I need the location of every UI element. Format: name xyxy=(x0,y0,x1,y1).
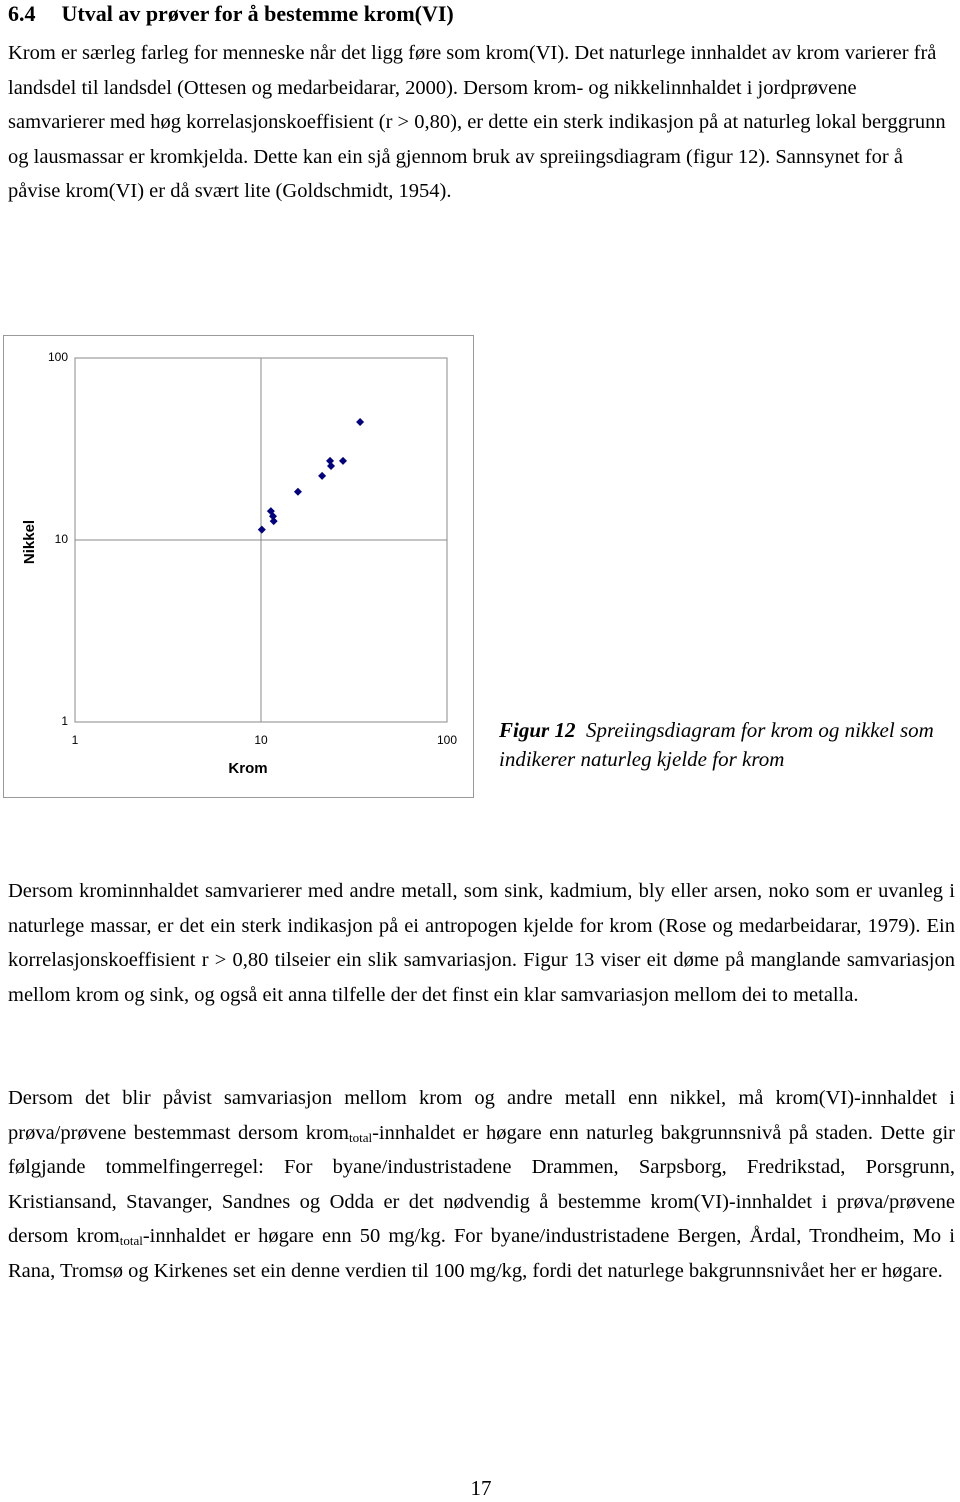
x-tick-label: 1 xyxy=(72,733,79,747)
subscript: total xyxy=(119,1233,143,1249)
data-point xyxy=(327,462,336,471)
chart: Krom Nikkel 1 10 100 1 10 100 xyxy=(3,335,474,798)
data-point xyxy=(293,487,302,496)
text-run: Dersom krominnhaldet samvarierer med and… xyxy=(8,880,955,1006)
text-run: -innhaldet er høgare enn 50 mg/kg. For b… xyxy=(8,1225,955,1282)
text-run: Krom er særleg farleg for menneske når d… xyxy=(8,42,946,203)
x-axis-label: Krom xyxy=(228,760,267,777)
data-point xyxy=(268,512,277,521)
paragraph: Krom er særleg farleg for menneske når d… xyxy=(8,36,955,209)
y-tick-label: 1 xyxy=(61,714,68,728)
caption: Figur 12 Spreiingsdiagram for krom og ni… xyxy=(499,716,939,774)
y-tick-label: 10 xyxy=(55,532,69,546)
chart-frame xyxy=(3,335,474,798)
x-tick-label: 100 xyxy=(437,733,457,747)
caption-label: Figur 12 xyxy=(499,718,576,742)
heading-title: Utval av prøver for å bestemme krom(VI) xyxy=(61,1,454,26)
paragraph: Dersom krominnhaldet samvarierer med and… xyxy=(8,874,955,1012)
data-point xyxy=(356,417,365,426)
heading-number: 6.4 xyxy=(8,1,36,26)
data-point xyxy=(326,456,335,465)
page-number: 17 xyxy=(470,1476,492,1500)
caption-text: Spreiingsdiagram for krom og nikkel som … xyxy=(499,718,934,771)
data-point xyxy=(339,456,348,465)
y-axis-label: Nikkel xyxy=(21,520,38,564)
data-point xyxy=(269,517,278,526)
heading: 6.4 Utval av prøver for å bestemme krom(V… xyxy=(8,1,454,27)
data-point xyxy=(318,471,327,480)
y-tick-label: 100 xyxy=(48,350,68,364)
x-tick-label: 10 xyxy=(254,733,268,747)
paragraph: Dersom det blir påvist samvariasjon mell… xyxy=(8,1081,955,1289)
data-point xyxy=(257,525,266,534)
text-run: Dersom det blir påvist samvariasjon mell… xyxy=(8,1087,955,1144)
data-point xyxy=(266,507,275,516)
text-run: -innhaldet er høgare enn naturleg bakgru… xyxy=(8,1121,955,1248)
subscript: total xyxy=(349,1129,373,1145)
